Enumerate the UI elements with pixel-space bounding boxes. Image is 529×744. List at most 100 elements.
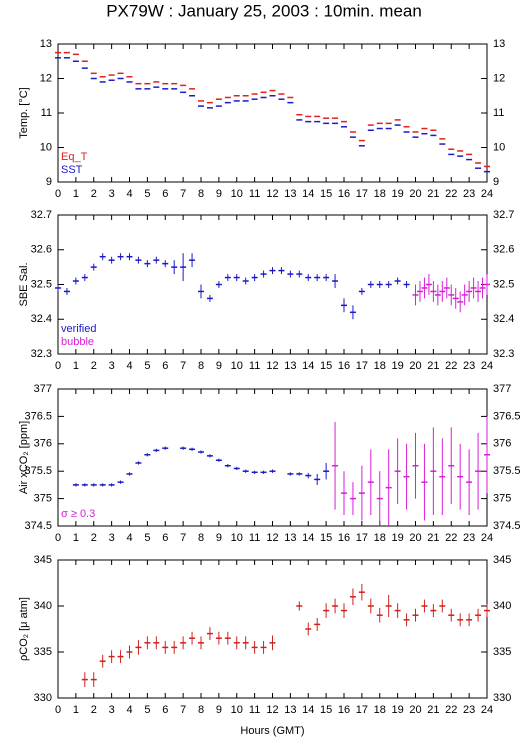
x-tick-label: 19 xyxy=(392,188,404,200)
x-tick-label: 15 xyxy=(320,360,332,372)
x-tick-label: 24 xyxy=(481,188,493,200)
x-tick-label: 10 xyxy=(231,188,243,200)
x-tick-label: 16 xyxy=(338,360,350,372)
y-tick-label: 12 xyxy=(40,72,52,84)
y-tick-label-right: 10 xyxy=(493,141,505,153)
x-tick-label: 20 xyxy=(409,704,421,716)
x-tick-label: 5 xyxy=(144,188,150,200)
y-tick-label-right: 345 xyxy=(493,554,511,566)
x-tick-label: 12 xyxy=(266,704,278,716)
x-tick-label: 22 xyxy=(445,360,457,372)
x-tick-label: 1 xyxy=(73,532,79,544)
x-tick-label: 11 xyxy=(249,188,260,200)
x-tick-label: 12 xyxy=(266,360,278,372)
y-tick-label: 375.5 xyxy=(24,465,52,477)
x-tick-label: 15 xyxy=(320,532,332,544)
y-tick-label-right: 11 xyxy=(493,107,504,119)
x-tick-label: 15 xyxy=(320,704,332,716)
x-tick-label: 13 xyxy=(284,532,296,544)
x-tick-label: 12 xyxy=(266,188,278,200)
y-tick-label-right: 376 xyxy=(493,438,511,450)
x-tick-label: 0 xyxy=(55,532,61,544)
legend-entry: bubble xyxy=(61,336,94,348)
y-axis-label: Air xCO₂ [ppm] xyxy=(18,421,30,494)
y-tick-label: 376 xyxy=(34,438,52,450)
x-tick-label: 14 xyxy=(302,188,314,200)
x-tick-label: 21 xyxy=(427,188,439,200)
x-tick-label: 3 xyxy=(109,704,115,716)
x-tick-label: 7 xyxy=(180,360,186,372)
y-tick-label: 10 xyxy=(40,141,52,153)
x-tick-label: 13 xyxy=(284,360,296,372)
x-tick-label: 18 xyxy=(374,532,386,544)
x-tick-label: 18 xyxy=(374,704,386,716)
legend-entry: verified xyxy=(61,323,96,335)
x-tick-label: 1 xyxy=(73,188,79,200)
x-tick-label: 23 xyxy=(463,188,475,200)
x-tick-label: 6 xyxy=(162,704,168,716)
x-tick-label: 8 xyxy=(198,360,204,372)
y-tick-label: 32.4 xyxy=(31,313,52,325)
x-tick-label: 6 xyxy=(162,360,168,372)
plot-frame xyxy=(57,559,488,699)
y-tick-label: 374.5 xyxy=(24,520,52,532)
legend-entry: Eq_T xyxy=(61,151,88,163)
y-tick-label: 32.7 xyxy=(31,209,52,221)
x-tick-label: 12 xyxy=(266,532,278,544)
y-axis-label: ρCO₂ [μ atm] xyxy=(18,597,30,661)
x-tick-label: 1 xyxy=(73,704,79,716)
y-tick-label-right: 32.6 xyxy=(493,244,514,256)
x-tick-label: 8 xyxy=(198,704,204,716)
x-tick-label: 6 xyxy=(162,188,168,200)
y-tick-label: 9 xyxy=(46,176,52,188)
y-tick-label-right: 375.5 xyxy=(493,465,521,477)
y-tick-label-right: 374.5 xyxy=(493,520,521,532)
x-tick-label: 9 xyxy=(216,532,222,544)
x-tick-label: 13 xyxy=(284,188,296,200)
y-tick-label: 11 xyxy=(41,107,52,119)
x-tick-label: 16 xyxy=(338,188,350,200)
x-tick-label: 17 xyxy=(356,704,368,716)
x-tick-label: 19 xyxy=(392,704,404,716)
x-tick-label: 3 xyxy=(109,532,115,544)
y-tick-label: 330 xyxy=(34,692,52,704)
x-tick-label: 16 xyxy=(338,532,350,544)
y-tick-label: 32.6 xyxy=(31,244,52,256)
y-tick-label-right: 32.3 xyxy=(493,348,514,360)
y-tick-label: 375 xyxy=(34,493,52,505)
title: PX79W : January 25, 2003 : 10min. mean xyxy=(106,1,422,20)
plot-frame xyxy=(57,214,488,355)
x-tick-label: 19 xyxy=(392,532,404,544)
y-axis-label: SBE Sal. xyxy=(18,262,30,306)
y-tick-label-right: 13 xyxy=(493,38,505,50)
x-tick-label: 11 xyxy=(249,360,260,372)
x-tick-label: 9 xyxy=(216,188,222,200)
x-tick-label: 2 xyxy=(91,360,97,372)
y-axis-label: Temp. [°C] xyxy=(18,87,30,138)
x-axis-label: Hours (GMT) xyxy=(240,725,304,737)
legend-entry: SST xyxy=(61,164,83,176)
y-tick-label-right: 335 xyxy=(493,646,511,658)
x-tick-label: 19 xyxy=(392,360,404,372)
plot-frame xyxy=(57,43,488,183)
x-tick-label: 4 xyxy=(126,188,132,200)
y-tick-label-right: 375 xyxy=(493,493,511,505)
x-tick-label: 13 xyxy=(284,704,296,716)
legend-entry: σ ≥ 0.3 xyxy=(61,508,95,520)
y-tick-label-right: 376.5 xyxy=(493,410,521,422)
x-tick-label: 3 xyxy=(109,188,115,200)
x-tick-label: 1 xyxy=(73,360,79,372)
x-tick-label: 10 xyxy=(231,532,243,544)
x-tick-label: 8 xyxy=(198,188,204,200)
x-tick-label: 14 xyxy=(302,360,314,372)
x-tick-label: 5 xyxy=(144,360,150,372)
x-tick-label: 4 xyxy=(126,532,132,544)
y-tick-label-right: 32.4 xyxy=(493,313,514,325)
x-tick-label: 17 xyxy=(356,360,368,372)
y-tick-label: 32.5 xyxy=(31,278,52,290)
x-tick-label: 24 xyxy=(481,704,493,716)
x-tick-label: 21 xyxy=(427,360,439,372)
x-tick-label: 23 xyxy=(463,532,475,544)
x-tick-label: 11 xyxy=(249,532,260,544)
